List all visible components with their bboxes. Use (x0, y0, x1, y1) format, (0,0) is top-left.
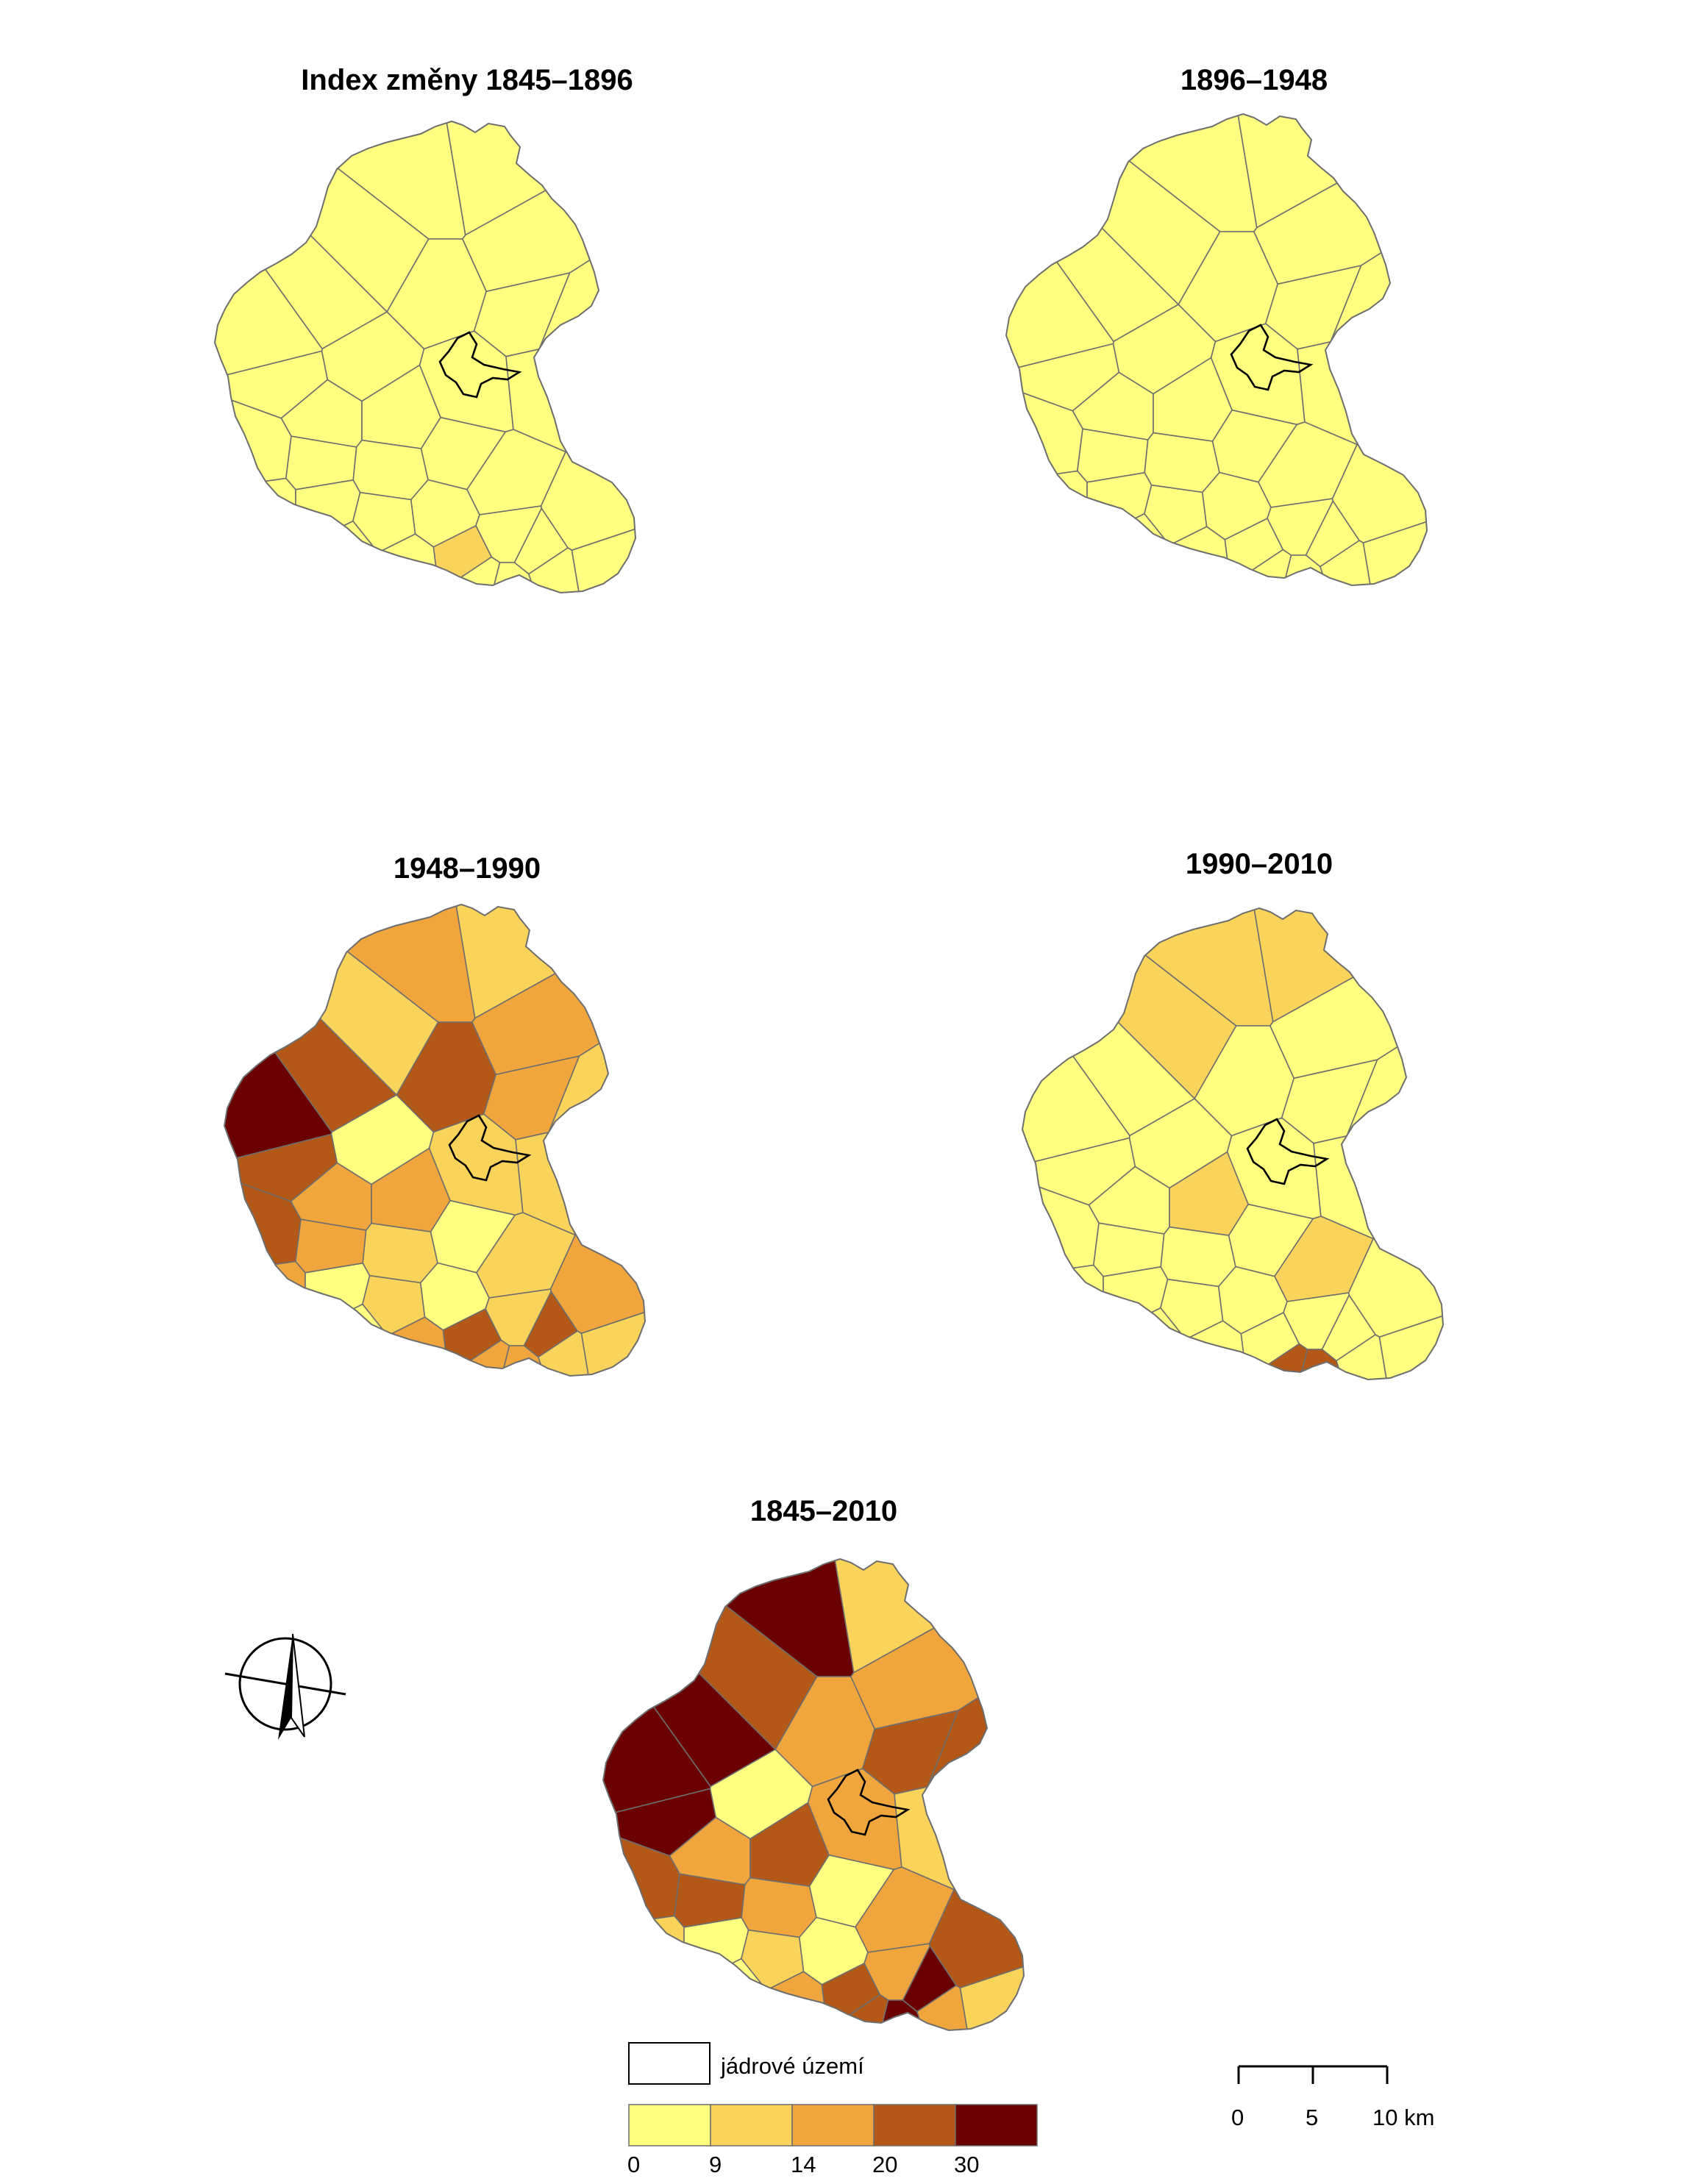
legend-break-label: 14 (791, 2152, 816, 2177)
map-panel-m1948_1990: 1948–1990 (224, 852, 646, 1377)
municipality-region (372, 1316, 449, 1376)
municipality-region (215, 477, 296, 593)
legend-core-label: jádrové území (720, 2053, 864, 2079)
legend-swatch-0 (628, 2104, 711, 2146)
municipality-region (1103, 1266, 1169, 1330)
core-area-outline (438, 331, 522, 399)
core-area-outline (1230, 324, 1314, 391)
map-panel-m1845_1896: Index změny 1845–1896 (214, 64, 636, 593)
municipality-region (305, 1262, 371, 1327)
municipality-region (1086, 471, 1153, 536)
map-title: 1990–2010 (1186, 848, 1333, 880)
municipality-region (363, 533, 440, 593)
municipality-region (1022, 1264, 1104, 1380)
municipality-region (683, 1916, 749, 1981)
municipality-region (1006, 532, 1162, 585)
municipality-region (928, 1879, 1024, 1989)
scale-bar-label-10: 10 km (1372, 2105, 1434, 2130)
municipality-region (215, 539, 371, 593)
legend-core-swatch (628, 2042, 711, 2085)
legend-swatch-1 (710, 2104, 793, 2146)
municipality-region (352, 439, 429, 501)
municipality-region (1154, 526, 1231, 585)
municipality-region (1144, 432, 1220, 493)
map-title: 1896–1948 (1180, 64, 1328, 96)
choropleth-map (602, 1558, 1025, 2031)
core-area-outline (1246, 1118, 1330, 1185)
choropleth-map (1005, 113, 1428, 586)
map-title: 1845–2010 (750, 1495, 897, 1527)
municipality-region (549, 1224, 645, 1335)
municipality-region (224, 1260, 306, 1376)
municipality-region (741, 1877, 817, 1938)
municipality-region (1170, 1320, 1247, 1380)
map-panel-m1990_2010: 1990–2010 (1022, 848, 1444, 1380)
choropleth-map (224, 904, 646, 1377)
legend-break-label: 9 (709, 2152, 722, 2177)
north-arrow-needle-light (290, 1633, 305, 1738)
north-arrow-icon (224, 1633, 346, 1740)
legend-break-label: 20 (872, 2152, 897, 2177)
map-title: Index změny 1845–1896 (301, 64, 633, 96)
municipality-region (540, 441, 635, 552)
municipality-region (1006, 470, 1088, 585)
north-arrow-crossbar (224, 1672, 346, 1696)
legend-swatch-4 (955, 2104, 1038, 2146)
municipality-region (1331, 434, 1427, 544)
map-title: 1948–1990 (393, 852, 541, 885)
choropleth-map (1022, 907, 1444, 1380)
municipality-region (224, 1322, 380, 1376)
legend-swatch-3 (873, 2104, 956, 2146)
legend-color-ramp: 0 9 14 20 30 (627, 2104, 1038, 2177)
municipality-region (603, 1915, 685, 2030)
map-panel-m1896_1948: 1896–1948 (1005, 64, 1428, 586)
scale-bar: 0 5 10 km (1231, 2065, 1434, 2130)
scale-bar-label-5: 5 (1306, 2105, 1318, 2130)
municipality-region (362, 1222, 438, 1284)
north-arrow-circle (238, 1637, 332, 1731)
legend-break-label: 30 (954, 2152, 979, 2177)
municipality-region (1022, 1326, 1178, 1380)
municipality-region (295, 479, 361, 543)
municipality-region (1347, 1228, 1443, 1338)
scale-bar-label-0: 0 (1231, 2105, 1244, 2130)
choropleth-map (214, 121, 636, 593)
core-area-outline (448, 1114, 532, 1182)
municipality-region (1160, 1226, 1236, 1288)
map-panel-m1845_2010: 1845–2010 (602, 1495, 1025, 2031)
legend: jádrové území 0 9 14 20 30 (627, 2042, 1038, 2177)
legend-break-label: 0 (627, 2152, 640, 2177)
legend-swatch-2 (791, 2104, 875, 2146)
core-area-outline (827, 1769, 911, 1836)
